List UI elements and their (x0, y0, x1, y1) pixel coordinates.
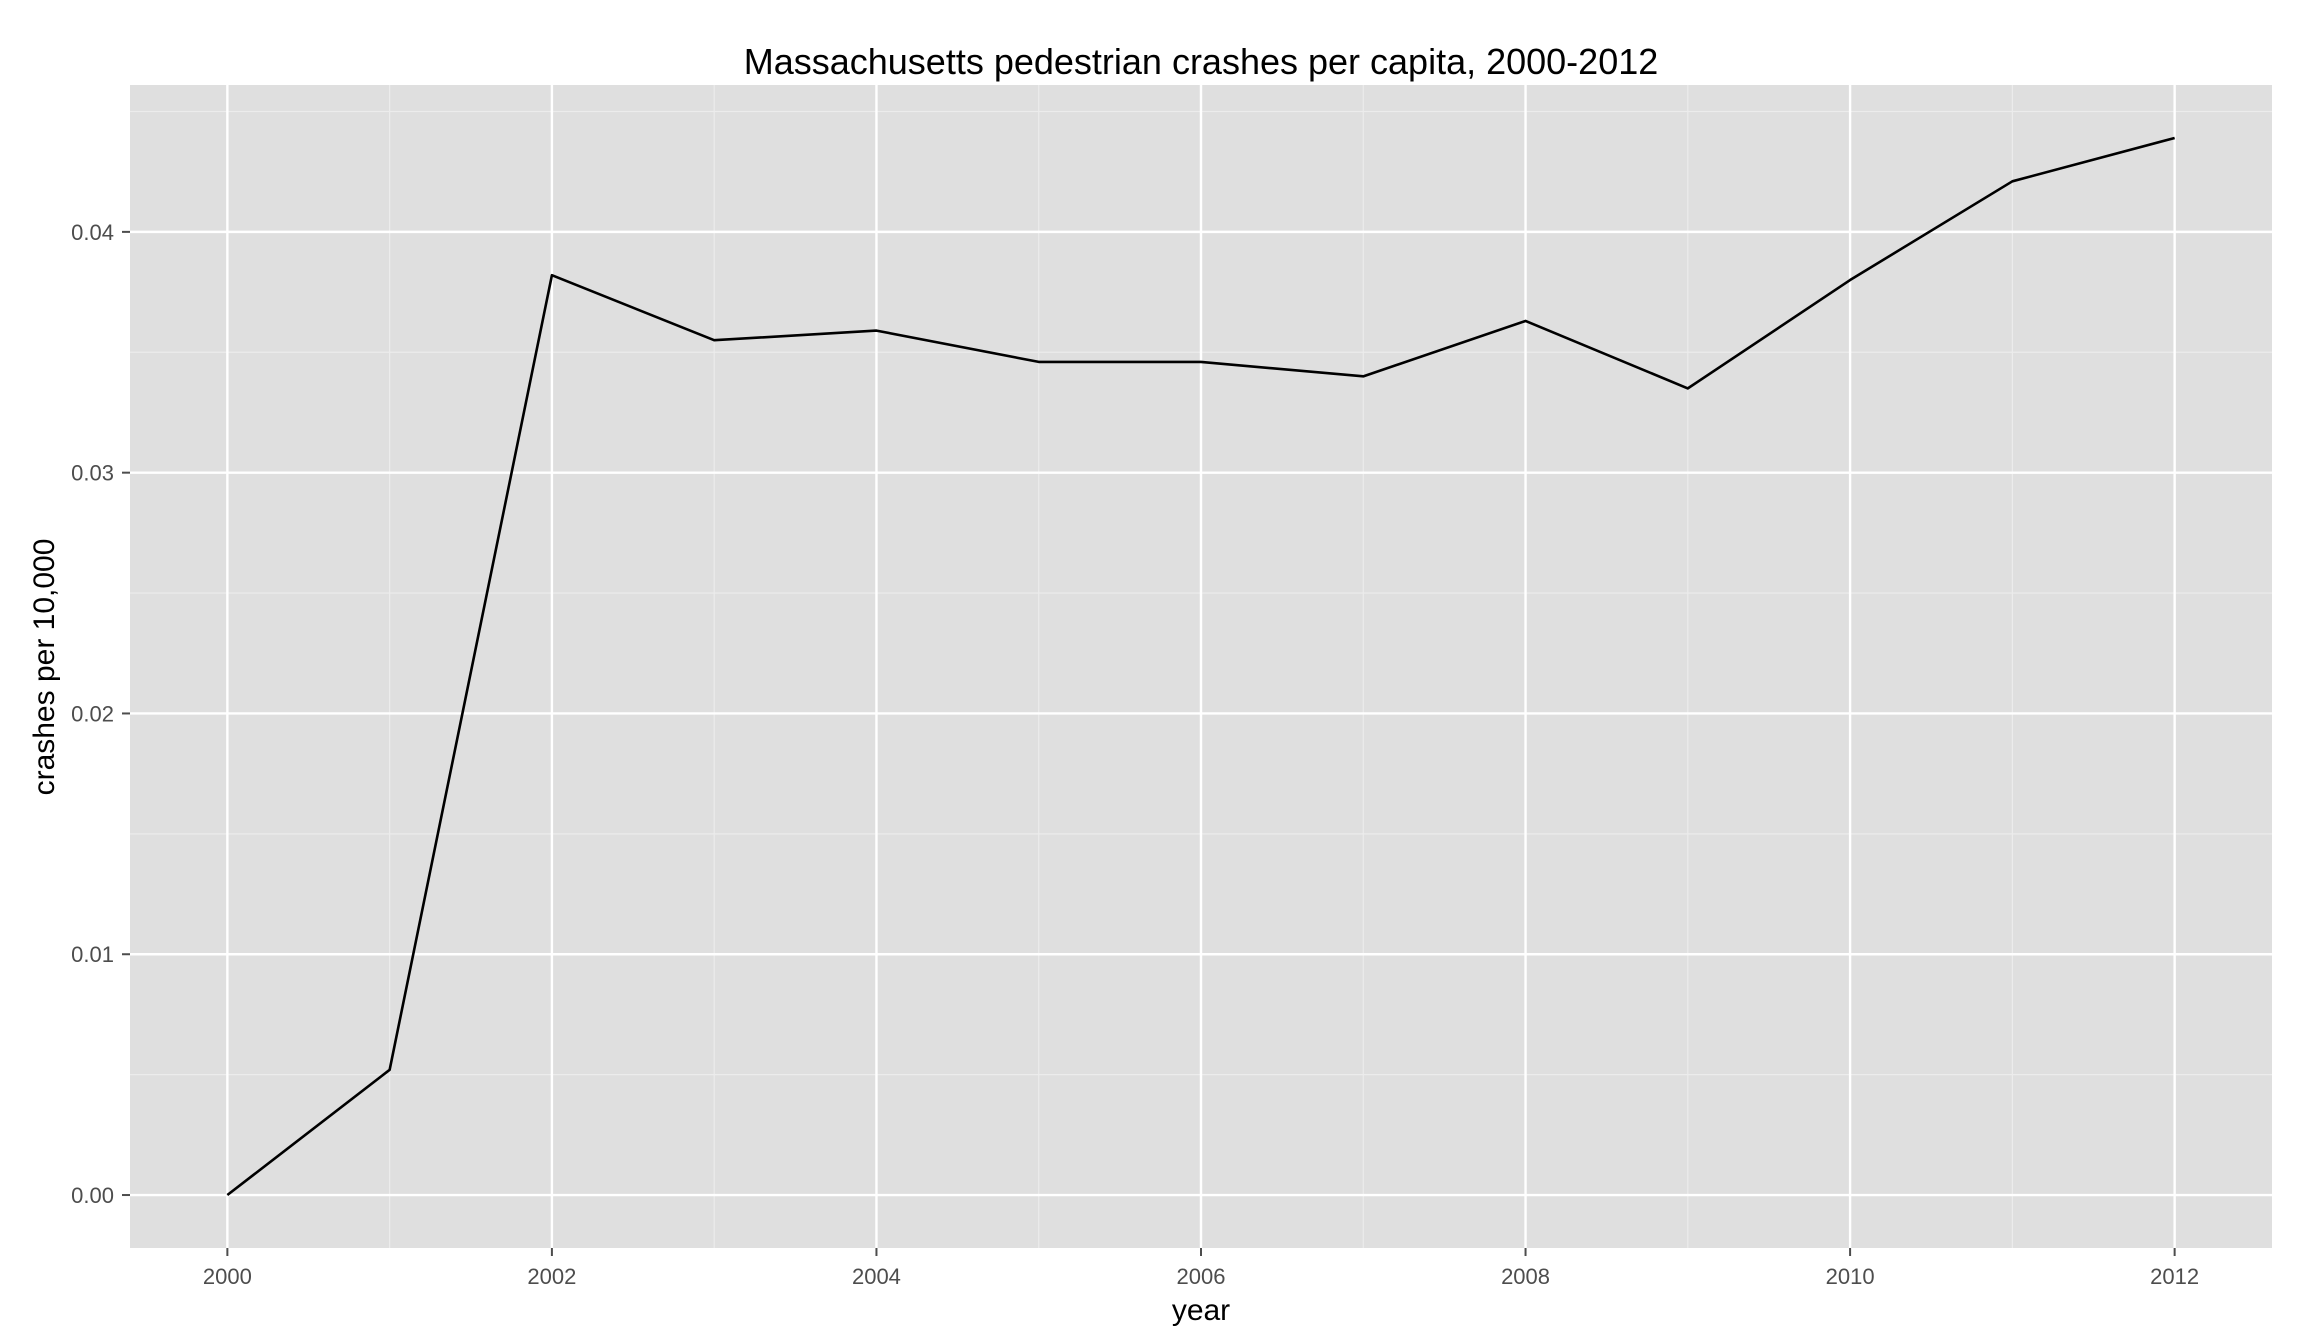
y-tick-label: 0.01 (71, 942, 114, 967)
chart-title: Massachusetts pedestrian crashes per cap… (744, 41, 1659, 82)
y-axis-title: crashes per 10,000 (28, 539, 61, 796)
x-axis-title: year (1172, 1294, 1230, 1327)
major-grid (130, 85, 2272, 1248)
y-tick-label: 0.03 (71, 461, 114, 486)
y-axis: 0.00 0.01 0.02 0.03 0.04 (71, 220, 130, 1208)
x-tick-label: 2012 (2150, 1264, 2199, 1289)
y-tick-label: 0.04 (71, 220, 114, 245)
x-tick-label: 2000 (203, 1264, 252, 1289)
x-tick-label: 2004 (852, 1264, 901, 1289)
x-tick-label: 2002 (527, 1264, 576, 1289)
x-tick-label: 2010 (1826, 1264, 1875, 1289)
y-tick-label: 0.02 (71, 701, 114, 726)
series-layer (226, 136, 2175, 1197)
series-line (226, 136, 2175, 1197)
x-tick-label: 2006 (1177, 1264, 1226, 1289)
y-tick-label: 0.00 (71, 1183, 114, 1208)
x-axis: 2000 2002 2004 2006 2008 2010 2012 (203, 1248, 2199, 1289)
x-tick-label: 2008 (1501, 1264, 1550, 1289)
